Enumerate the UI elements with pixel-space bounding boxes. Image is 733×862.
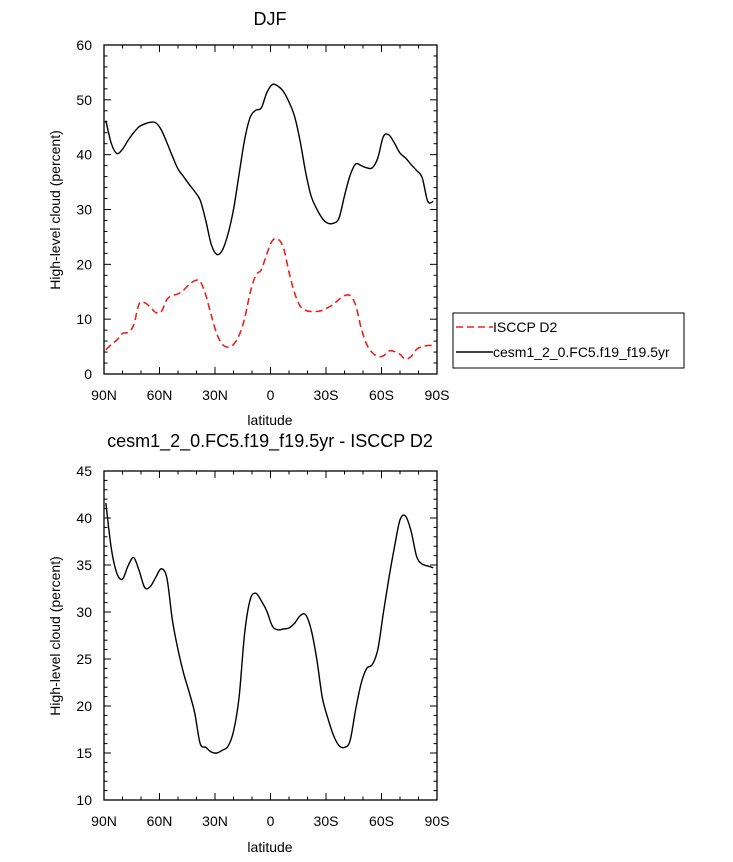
- top-y-tick-label: 40: [76, 147, 92, 163]
- top-x-tick-label: 60S: [369, 387, 394, 403]
- bottom-y-tick-label: 35: [76, 557, 92, 573]
- top-y-tick-label: 30: [76, 202, 92, 218]
- top-y-tick-label: 60: [76, 37, 92, 53]
- bottom-x-tick-label: 0: [267, 813, 275, 829]
- bottom-x-axis-label: latitude: [247, 839, 292, 855]
- top-plot-frame: [103, 44, 438, 375]
- top-panel: DJF 0 10 20 30 40 50 60 90N 60N 30N 0 30S 60S 90S lat…: [47, 9, 449, 428]
- top-y-tick-label: 0: [84, 366, 92, 382]
- bottom-x-tick-label: 30S: [314, 813, 339, 829]
- bottom-y-tick-label: 40: [76, 510, 92, 526]
- bottom-series-difference: [105, 502, 434, 754]
- legend-label-cesm: cesm1_2_0.FC5.f19_f19.5yr: [493, 344, 670, 360]
- top-x-tick-label: 90S: [425, 387, 450, 403]
- bottom-y-tick-label: 30: [76, 604, 92, 620]
- top-y-axis-label: High-level cloud (percent): [47, 130, 63, 290]
- top-x-tick-label: 30N: [202, 387, 228, 403]
- top-y-tick-label: 20: [76, 256, 92, 272]
- bottom-x-tick-label: 30N: [202, 813, 228, 829]
- bottom-y-tick-label: 10: [76, 792, 92, 808]
- legend-label-isccp: ISCCP D2: [493, 319, 558, 335]
- bottom-y-axis-label: High-level cloud (percent): [47, 556, 63, 716]
- legend-box: [452, 312, 685, 369]
- bottom-y-tick-label: 25: [76, 651, 92, 667]
- top-x-tick-label: 60N: [147, 387, 173, 403]
- bottom-x-tick-label: 90S: [425, 813, 450, 829]
- legend: ISCCP D2 cesm1_2_0.FC5.f19_f19.5yr: [452, 312, 685, 369]
- top-x-axis-label: latitude: [247, 412, 292, 428]
- top-x-tick-label: 90N: [91, 387, 117, 403]
- top-x-tick-label: 0: [267, 387, 275, 403]
- bottom-x-tick-label: 90N: [91, 813, 117, 829]
- top-x-tick-label: 30S: [314, 387, 339, 403]
- bottom-y-tick-label: 20: [76, 698, 92, 714]
- bottom-panel: cesm1_2_0.FC5.f19_f19.5yr - ISCCP D2 10 1…: [47, 431, 449, 855]
- bottom-y-tick-label: 45: [76, 463, 92, 479]
- bottom-chart-title: cesm1_2_0.FC5.f19_f19.5yr - ISCCP D2: [107, 431, 433, 452]
- bottom-x-tick-label: 60N: [147, 813, 173, 829]
- top-chart-title: DJF: [254, 9, 287, 29]
- bottom-y-tick-label: 15: [76, 745, 92, 761]
- top-y-tick-label: 10: [76, 311, 92, 327]
- bottom-x-tick-label: 60S: [369, 813, 394, 829]
- top-series-cesm1-2-0-fc5-f19-f19-5yr: [105, 83, 434, 256]
- top-y-tick-label: 50: [76, 92, 92, 108]
- bottom-plot-frame: [103, 470, 438, 801]
- top-series-isccp-d2: [105, 237, 434, 361]
